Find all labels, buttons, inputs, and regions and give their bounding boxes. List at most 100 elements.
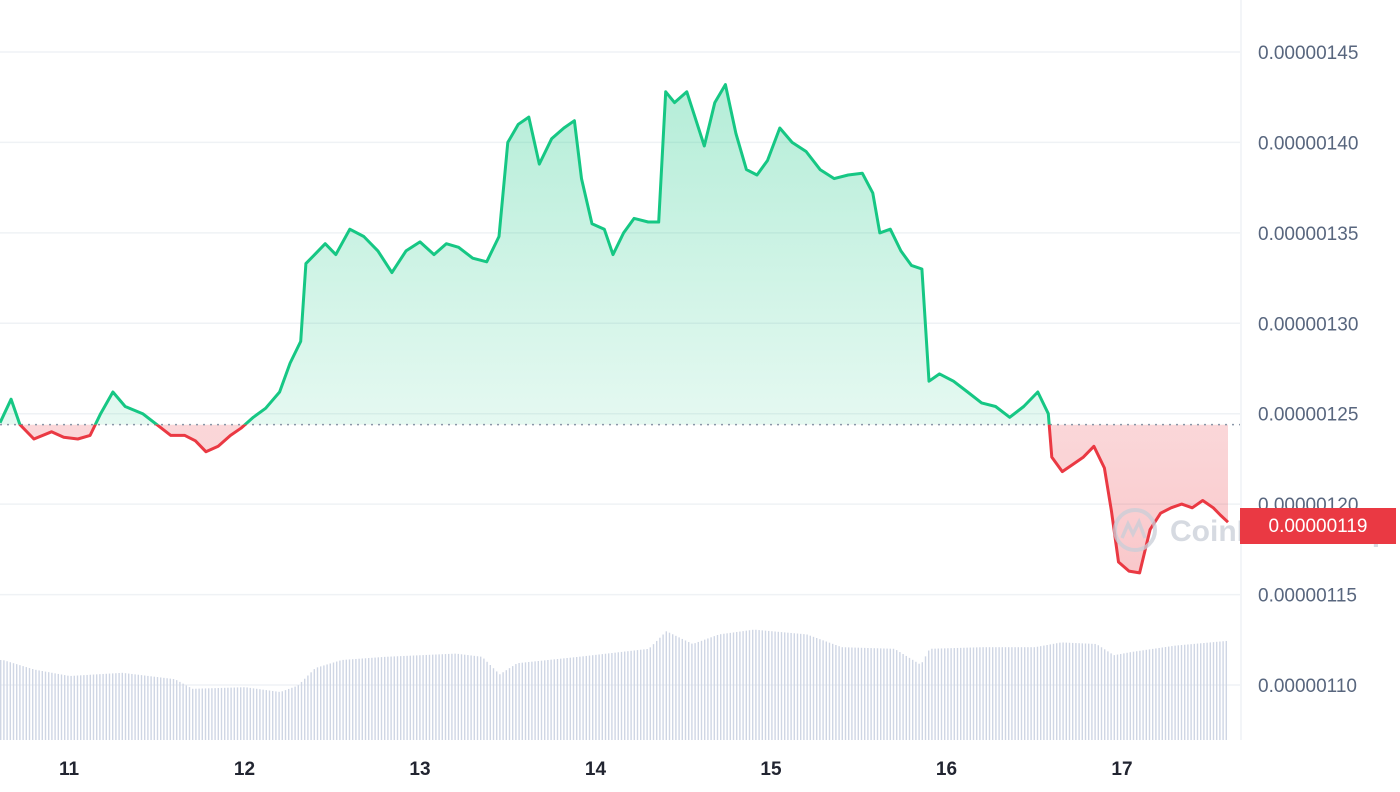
volume-bar — [32, 669, 34, 740]
volume-bar — [636, 650, 639, 740]
volume-bar — [774, 631, 776, 740]
volume-bar — [172, 679, 175, 740]
volume-bar — [409, 655, 411, 740]
volume-bar — [476, 656, 479, 740]
volume-bar — [784, 632, 786, 740]
volume-bar — [329, 663, 331, 740]
volume-bar — [492, 668, 495, 740]
volume-bar — [963, 647, 965, 740]
volume-bar — [803, 634, 805, 740]
volume-bar — [262, 689, 264, 740]
volume-bar — [313, 669, 315, 740]
volume-bar — [934, 648, 936, 740]
volume-bar — [451, 653, 453, 740]
volume-bar — [537, 661, 539, 740]
volume-bar — [780, 632, 783, 740]
volume-bar — [947, 648, 949, 740]
volume-bar — [1200, 643, 1202, 740]
volume-bar — [3, 660, 5, 740]
volume-bar — [6, 661, 8, 740]
volume-bar — [528, 662, 530, 740]
volume-bar — [112, 673, 114, 740]
volume-bar — [124, 673, 127, 740]
volume-bar — [1049, 644, 1051, 740]
volume-bar — [620, 651, 623, 740]
volume-bar — [995, 647, 997, 740]
volume-bar — [1017, 647, 1019, 740]
volume-bar — [1168, 646, 1170, 740]
volume-bar — [76, 675, 79, 740]
volume-bar — [633, 650, 635, 740]
y-tick-label: 0.00000145 — [1258, 43, 1358, 64]
volume-bar — [828, 642, 831, 740]
volume-bar — [304, 678, 306, 740]
volume-bar — [1206, 642, 1208, 740]
volume-bar — [467, 655, 469, 740]
volume-bar — [595, 654, 597, 740]
volume-bar — [857, 647, 859, 740]
volume-bar — [905, 655, 907, 740]
volume-bar — [508, 668, 511, 740]
volume-bar — [1056, 643, 1058, 740]
volume-bar — [1126, 652, 1128, 740]
volume-bar — [41, 671, 43, 740]
volume-bar — [144, 675, 146, 740]
volume-bar — [249, 687, 251, 740]
volume-bar — [54, 673, 56, 740]
volume-bar — [889, 648, 891, 740]
volume-bar — [80, 675, 82, 740]
volume-bar — [70, 675, 72, 740]
volume-bar — [380, 657, 383, 740]
x-tick-label: 12 — [234, 759, 255, 780]
volume-bar — [470, 655, 472, 740]
volume-bar — [441, 654, 443, 740]
volume-bar — [1225, 640, 1227, 740]
volume-bar — [419, 655, 421, 740]
volume-bar — [19, 665, 21, 740]
volume-bar — [540, 660, 543, 740]
volume-bar — [121, 672, 123, 740]
volume-bar — [1040, 646, 1042, 740]
volume-bar — [582, 656, 584, 740]
volume-bar — [569, 657, 571, 740]
volume-bar — [160, 677, 162, 740]
volume-bar — [163, 677, 165, 740]
volume-bar — [387, 656, 389, 740]
volume-bar — [211, 688, 213, 740]
volume-bar — [985, 647, 987, 740]
volume-bar — [131, 673, 133, 740]
volume-bar — [688, 642, 690, 740]
x-tick-label: 16 — [936, 759, 957, 780]
volume-bar — [92, 674, 95, 740]
volume-bar — [156, 677, 159, 740]
volume-bar — [483, 658, 485, 740]
volume-bar — [592, 655, 594, 740]
volume-bar — [739, 631, 741, 740]
volume-bar — [368, 658, 370, 740]
volume-bar — [892, 648, 895, 740]
volume-bar — [787, 632, 789, 740]
volume-bar — [886, 648, 888, 740]
volume-bar — [252, 688, 255, 740]
current-price-badge-bg — [1240, 508, 1396, 544]
volume-bar — [246, 687, 248, 740]
volume-bar — [931, 648, 933, 740]
volume-bar — [108, 673, 111, 740]
volume-bar — [860, 647, 863, 740]
volume-bar — [406, 655, 408, 740]
volume-bar — [700, 640, 703, 740]
volume-bar — [1004, 647, 1007, 740]
volume-bar — [1116, 654, 1119, 740]
volume-bar — [748, 630, 751, 740]
volume-bar — [649, 647, 651, 740]
volume-bar — [518, 663, 520, 740]
volume-bar — [841, 647, 843, 740]
volume-bar — [1043, 645, 1045, 740]
volume-bar — [1216, 641, 1218, 740]
volume-bar — [598, 654, 600, 740]
volume-bar — [355, 658, 357, 740]
volume-bar — [236, 687, 239, 740]
volume-bar — [908, 657, 911, 740]
volume-bar — [96, 674, 98, 740]
volume-bar — [25, 667, 27, 740]
